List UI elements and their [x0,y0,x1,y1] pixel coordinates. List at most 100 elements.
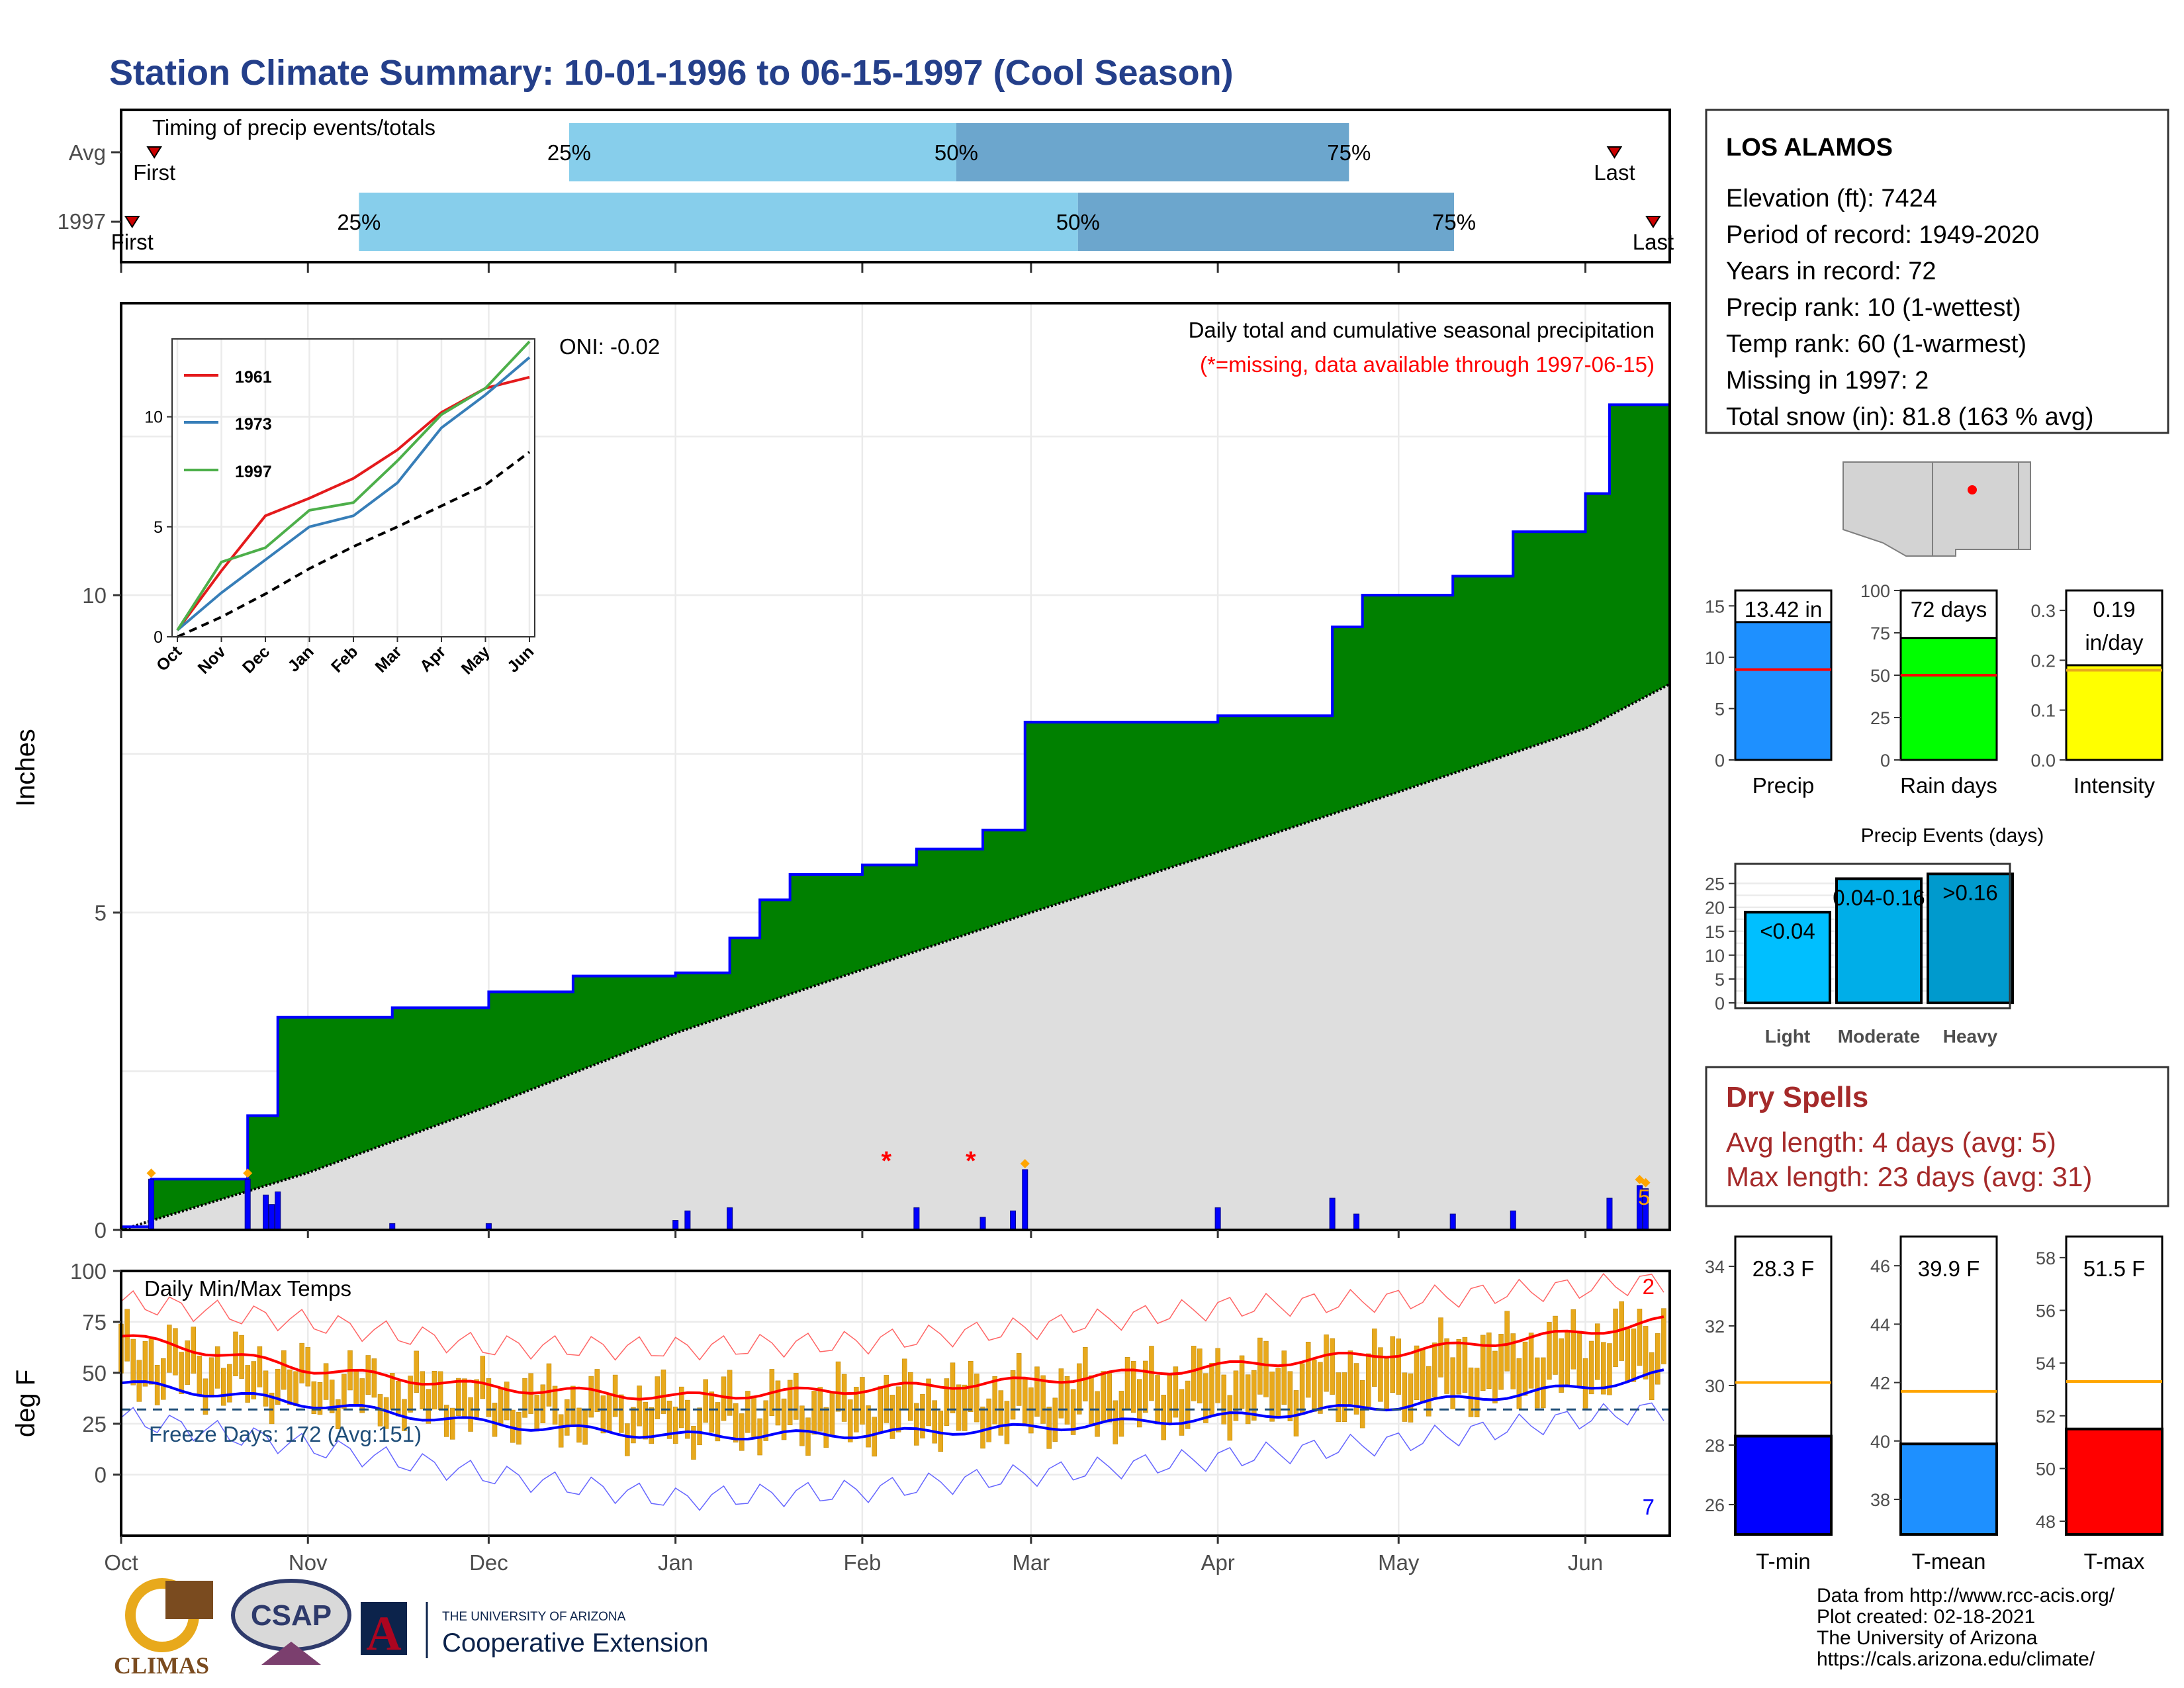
daily-temp-range-bar [1408,1373,1414,1423]
mini-bar-tick-label: 15 [1705,596,1725,616]
daily-temp-range-bar [1107,1373,1112,1423]
daily-temp-range-bar [1541,1357,1546,1409]
footer-line1: Data from http://www.rcc-acis.org/ [1817,1585,2115,1607]
daily-temp-range-bar [1239,1355,1245,1409]
event-bar-label: 0.04-0.16 [1833,885,1925,910]
daily-temp-range-bar [257,1346,263,1387]
snow-marker [243,1168,253,1178]
temp-mini-bar-tick-label: 30 [1705,1376,1725,1396]
timing-frame [120,109,1671,263]
snow-marker [1020,1158,1030,1168]
temp-mini-bar-tick-label: 56 [2036,1301,2056,1321]
daily-temp-range-bar [1167,1373,1173,1423]
mini-bar-name: Rain days [1900,773,1997,798]
daily-precip-bar [1022,1169,1028,1231]
observed-cumulative-line [121,378,1671,1229]
timing-label-50: 50% [1056,210,1100,234]
daily-precip-bar [1510,1210,1516,1231]
daily-temp-range-bar [974,1374,979,1423]
daily-precip-bar [1214,1207,1221,1231]
event-category-label: Moderate [1838,1026,1920,1047]
temp-count-high: 2 [1643,1274,1655,1299]
daily-temp-range-bar [637,1385,642,1427]
daily-temp-range-bar [1378,1347,1383,1402]
temp-mini-bar-value-label: 51.5 F [2083,1256,2146,1281]
daily-temp-range-bar [703,1379,708,1423]
month-x-tick-label: Apr [1201,1550,1234,1575]
mini-bar-value [1734,621,1833,761]
daily-precip-bar [1329,1197,1336,1231]
timing-label-75: 75% [1432,210,1476,234]
daily-temp-range-bar [480,1356,486,1399]
daily-temp-range-bar [841,1374,847,1422]
freeze-days-label: Freeze Days: 172 (Avg:151) [149,1422,422,1446]
daily-temp-range-bar [805,1417,811,1456]
daily-temp-range-bar [1576,1331,1582,1387]
precip-events-chart: Precip Events (days) <0.04 Light 0.04-0.16… [1705,825,2044,1047]
daily-temp-range-bar [534,1395,539,1432]
temp-y-ticks: 0 25 50 75 100 [70,1259,121,1487]
temp-mini-bar-tick-label: 58 [2036,1248,2056,1268]
daily-temp-range-bar [606,1393,612,1432]
inset-y-tick-label: 0 [154,628,163,647]
mini-bar-tick-label: 75 [1870,624,1890,643]
events-y-tick-label: 10 [1705,946,1725,966]
daily-temp-range-bar [1384,1358,1389,1411]
daily-temp-range-bar [920,1393,925,1438]
station-total-snow: Total snow (in): 81.8 (163 % avg) [1726,403,2094,431]
temp-panel: 0 25 50 75 100 Oct Nov Dec Jan Feb Mar Apr May Jun d… [11,1230,1671,1575]
station-missing: Missing in 1997: 2 [1726,367,1929,395]
legend-1973: 1973 [235,415,272,434]
daily-precip-bar [275,1191,281,1231]
daily-temp-range-bar [1565,1330,1570,1386]
mini-bar-value [2065,664,2163,761]
event-bar-label: <0.04 [1760,919,1815,943]
temp-mini-bar-name: T-min [1756,1549,1811,1573]
mini-bar-tick-label: 0 [1880,751,1890,771]
daily-temp-range-bar [739,1413,745,1451]
daily-temp-range-bar [1528,1333,1534,1389]
daily-temp-range-bar [504,1382,510,1421]
temp-series-line [120,1273,1664,1361]
daily-temp-range-bar [980,1406,985,1449]
daily-temp-range-bar [847,1399,853,1442]
footer-credits: Data from http://www.rcc-acis.org/ Plot … [1817,1585,2115,1670]
daily-temp-range-bar [396,1381,401,1417]
daily-precip-bar [913,1207,920,1231]
temp-mini-bar-name: T-max [2084,1549,2145,1573]
timing-label-50: 50% [934,140,978,165]
daily-temp-range-bar [1209,1362,1214,1415]
daily-temp-range-bar [1305,1341,1311,1398]
daily-temp-range-bar [631,1407,636,1444]
event-bar [1835,877,1923,1005]
dry-spells-title: Dry Spells [1726,1081,1868,1113]
inset-y-tick-label: 5 [154,518,163,537]
events-y-tick-label: 20 [1705,898,1725,918]
daily-temp-range-bar [1130,1360,1136,1413]
daily-temp-range-bar [860,1377,865,1425]
daily-temp-range-bar [908,1372,913,1421]
daily-temp-range-bar [214,1346,220,1389]
daily-temp-range-bar [1625,1329,1631,1383]
daily-temp-range-bar [1588,1340,1594,1395]
mini-bar-value-label: 72 days [1911,597,1987,622]
daily-temp-range-bar [323,1363,329,1400]
daily-temp-range-bar [1124,1357,1130,1410]
daily-precip-bar [244,1178,251,1231]
temp-mini-bar-value-label: 28.3 F [1752,1256,1815,1281]
temp-series-line [120,1402,1664,1511]
daily-temp-range-bar [1052,1397,1058,1442]
daily-temp-range-bar [1197,1348,1203,1403]
daily-temp-range-bar [408,1376,413,1413]
daily-temp-range-bar [197,1355,203,1397]
daily-temp-range-bar [1504,1311,1510,1372]
station-period: Period of record: 1949-2020 [1726,221,2039,249]
daily-temp-range-bar [1089,1375,1094,1425]
daily-temp-range-bar [1275,1368,1281,1419]
inset-grid [172,339,535,638]
daily-temp-range-bar [239,1335,244,1379]
first-event-marker [146,146,162,159]
csap-mountain [261,1642,321,1665]
